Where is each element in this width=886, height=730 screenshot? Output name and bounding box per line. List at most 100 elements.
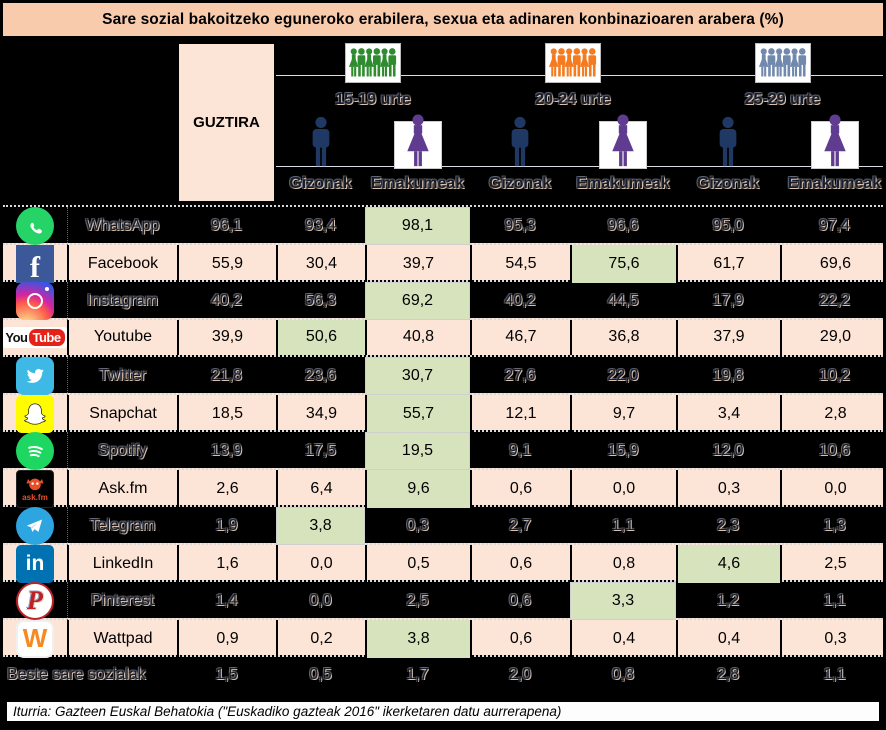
footer: Iturria: Gazteen Euskal Behatokia ("Eusk… [3,692,883,727]
value-cell-15-19-gizonak: 34,9 [276,394,365,433]
value-cell-25-29-gizonak: 61,7 [676,244,780,283]
crowd-icon-20-24 [545,43,601,83]
value-cell-20-24-emakumeak: 75,6 [570,244,676,283]
value-cell-25-29-emakumeak: 1,1 [823,592,846,609]
value-cell-15-19-gizonak: 23,6 [304,367,337,384]
value-cell-20-24-emakumeak: 15,9 [607,442,639,459]
table-row-facebook: f Facebook 55,9 30,4 39,7 54,5 75,6 61,7 69,6 [3,242,883,283]
value-cell-20-24-gizonak: 2,0 [508,665,532,683]
value-cell-15-19-emakumeak: 0,5 [365,544,470,583]
page-title: Sare sozial bakoitzeko eguneroko erabile… [3,3,883,39]
value-cell-15-19-gizonak: 0,0 [309,592,332,609]
value-cell-15-19-gizonak: 0,0 [276,544,365,583]
value-cell-20-24-gizonak: 40,2 [504,292,536,309]
table-row-telegram: Telegram 1,9 3,8 0,3 2,7 1,1 2,3 1,3 [3,505,883,545]
value-cell-20-24-emakumeak: 44,5 [607,292,639,309]
table-row-youtube: You Tube Youtube 39,9 50,6 40,8 46,7 36,8 37,9 29… [3,317,883,356]
value-cell-15-19-emakumeak: 9,6 [365,469,470,508]
value-cell-25-29-emakumeak: 1,1 [823,665,846,683]
value-cell-25-29-emakumeak: 0,3 [780,619,883,658]
value-cell-15-19-emakumeak: 2,5 [406,592,429,609]
whatsapp-icon [3,207,67,245]
value-cell-25-29-gizonak: 12,0 [712,442,744,459]
instagram-icon [3,282,67,320]
app-name: Spotify [67,432,177,470]
twitter-icon [3,357,67,395]
value-cell-20-24-gizonak: 0,6 [470,469,570,508]
value-cell-guztira: 39,9 [177,319,276,355]
linkedin-icon: in [3,544,67,583]
table-row-beste-sare-sozialak: Beste sare sozialak 1,5 0,5 1,7 2,0 0,8 2,8 1,1 [3,655,883,693]
value-cell-guztira: 1,5 [215,665,238,683]
value-cell-20-24-gizonak: 9,1 [508,442,532,459]
value-cell-25-29-gizonak: 2,3 [716,517,740,534]
value-cell-20-24-gizonak: 12,1 [470,394,570,433]
value-cell-20-24-emakumeak: 96,6 [607,217,639,234]
value-cell-15-19-gizonak: 0,5 [309,665,332,683]
value-cell-guztira: 55,9 [177,244,276,283]
value-cell-20-24-emakumeak: 3,3 [570,582,676,620]
telegram-icon [3,507,67,545]
app-name: Instagram [67,282,177,320]
value-cell-15-19-gizonak: 30,4 [276,244,365,283]
table-row-spotify: Spotify 13,9 17,5 19,5 9,1 15,9 12,0 10,6 [3,430,883,470]
value-cell-25-29-gizonak: 0,4 [676,619,780,658]
value-cell-20-24-gizonak: 54,5 [470,244,570,283]
table-row-ask-fm: ask.fm Ask.fm 2,6 6,4 9,6 0,6 0,0 0,3 0,0 [3,467,883,508]
table-row-instagram: Instagram 40,2 56,3 69,2 40,2 44,5 17,9 22,2 [3,280,883,320]
facebook-icon: f [3,244,67,283]
value-cell-25-29-emakumeak: 69,6 [780,244,883,283]
youtube-icon: You Tube [3,320,67,356]
value-cell-25-29-gizonak: 19,8 [712,367,744,384]
value-cell-20-24-gizonak: 46,7 [470,319,570,355]
table-row-twitter: Twitter 21,8 23,6 30,7 27,6 22,0 19,8 10,2 [3,355,883,395]
pinterest-icon: P [3,582,67,620]
source-note: Iturria: Gazteen Euskal Behatokia ("Eusk… [5,699,881,723]
value-cell-25-29-gizonak: 95,0 [712,217,744,234]
value-cell-25-29-emakumeak: 22,2 [818,292,851,309]
value-cell-guztira: 40,2 [210,292,243,309]
value-cell-25-29-gizonak: 3,4 [676,394,780,433]
value-cell-25-29-gizonak: 2,8 [716,665,740,683]
value-cell-15-19-emakumeak: 19,5 [365,432,470,470]
age-group-15-19: 15-19 urte Gizonak Emakumeak [276,39,470,205]
value-cell-guztira: 1,6 [177,544,276,583]
value-cell-15-19-emakumeak: 30,7 [365,357,470,395]
value-cell-25-29-emakumeak: 10,2 [818,367,851,384]
spotify-icon [3,432,67,470]
value-cell-15-19-gizonak: 93,4 [304,217,337,234]
value-cell-guztira: 1,9 [215,517,238,534]
man-icon [276,113,365,169]
app-name: Wattpad [67,619,177,658]
woman-icon [810,114,859,169]
column-header-guztira: GUZTIRA [177,42,276,203]
table-row-wattpad: W Wattpad 0,9 0,2 3,8 0,6 0,4 0,4 0,3 [3,617,883,658]
age-group-label: 15-19 urte [335,91,411,108]
value-cell-25-29-emakumeak: 2,8 [780,394,883,433]
app-name: WhatsApp [67,207,177,245]
crowd-icon-15-19 [345,43,401,83]
app-name: Twitter [67,357,177,395]
value-cell-15-19-emakumeak: 39,7 [365,244,470,283]
value-cell-15-19-gizonak: 0,2 [276,619,365,658]
value-cell-20-24-emakumeak: 0,8 [570,544,676,583]
gizonak-label: Gizonak [289,175,352,192]
app-name: Pinterest [67,582,177,620]
value-cell-15-19-gizonak: 6,4 [276,469,365,508]
value-cell-25-29-gizonak: 0,3 [676,469,780,508]
value-cell-25-29-gizonak: 37,9 [676,319,780,355]
table-row-linkedin: in LinkedIn 1,6 0,0 0,5 0,6 0,8 4,6 2,5 [3,542,883,583]
value-cell-20-24-gizonak: 2,7 [508,517,532,534]
value-cell-20-24-emakumeak: 36,8 [570,319,676,355]
snapchat-icon [3,394,67,433]
value-cell-15-19-emakumeak: 3,8 [365,619,470,658]
table-row-snapchat: Snapchat 18,5 34,9 55,7 12,1 9,7 3,4 2,8 [3,392,883,433]
value-cell-15-19-gizonak: 17,5 [304,442,337,459]
value-cell-guztira: 96,1 [210,217,243,234]
value-cell-20-24-emakumeak: 1,1 [611,517,635,534]
value-cell-25-29-emakumeak: 1,3 [823,517,846,534]
value-cell-25-29-gizonak: 1,2 [716,592,740,609]
table-row-pinterest: P Pinterest 1,4 0,0 2,5 0,6 3,3 1,2 1,1 [3,580,883,620]
app-name: Youtube [67,319,177,355]
row-label: Beste sare sozialak [7,665,146,683]
